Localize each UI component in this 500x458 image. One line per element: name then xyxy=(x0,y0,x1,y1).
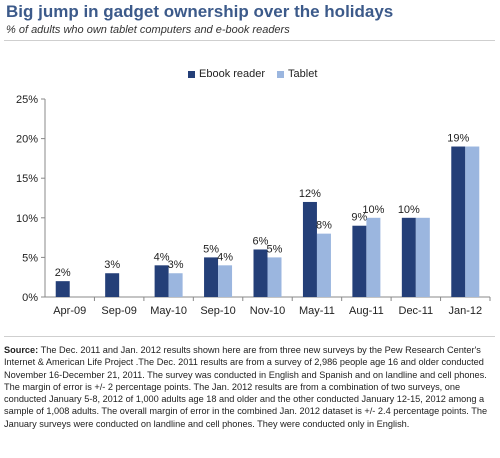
legend-swatch-tablet xyxy=(277,70,285,78)
data-label: 5% xyxy=(203,243,219,255)
bar-ebook xyxy=(451,146,466,297)
x-tick-label: Sep-10 xyxy=(200,305,235,317)
bar-chart: 0% 5% 10% 15% 20% 25% Apr-09 2% Sep-09 3% May-10 4%… xyxy=(16,94,491,317)
data-label: 9% xyxy=(351,212,367,224)
data-label: 12% xyxy=(299,188,321,200)
data-label: 19% xyxy=(447,133,469,145)
data-label: 5% xyxy=(267,243,283,255)
data-label: 4% xyxy=(154,251,170,263)
legend-label-ebook: Ebook reader xyxy=(199,68,266,80)
x-tick-label: Apr-09 xyxy=(53,305,86,317)
data-label: 8% xyxy=(316,220,332,232)
x-tick-label: Jan-12 xyxy=(448,305,482,317)
data-label: 10% xyxy=(398,204,420,216)
x-tick-label: Aug-11 xyxy=(349,305,384,317)
bar-tablet xyxy=(316,233,331,297)
x-tick-label: Dec-11 xyxy=(399,305,434,317)
x-tick-label: May-10 xyxy=(150,305,187,317)
x-tick-label: Sep-09 xyxy=(101,305,136,317)
bar-tablet xyxy=(465,146,480,297)
bar-ebook xyxy=(352,225,367,297)
bar-ebook xyxy=(302,201,317,297)
bar-ebook xyxy=(105,273,120,297)
data-label: 3% xyxy=(104,259,120,271)
bar-ebook xyxy=(154,265,169,297)
y-tick-label: 10% xyxy=(16,213,38,225)
bar-tablet xyxy=(415,217,430,297)
x-tick-label: May-11 xyxy=(299,305,335,317)
y-tick-label: 0% xyxy=(22,292,38,304)
legend-swatch-ebook xyxy=(188,70,195,78)
data-label: 10% xyxy=(362,204,384,216)
chart-subtitle: % of adults who own tablet computers and… xyxy=(6,24,290,36)
bar-ebook xyxy=(204,257,219,297)
source-text: The Dec. 2011 and Jan. 2012 results show… xyxy=(4,345,488,429)
legend-item-ebook: Ebook reader xyxy=(188,68,265,80)
source-label: Source: xyxy=(4,345,39,355)
y-tick-label: 5% xyxy=(22,252,38,264)
source-note: Source: The Dec. 2011 and Jan. 2012 resu… xyxy=(4,344,496,430)
chart-frame xyxy=(4,40,495,337)
y-tick-label: 15% xyxy=(16,173,38,185)
data-label: 4% xyxy=(217,251,233,263)
x-tick-label: Nov-10 xyxy=(250,305,285,317)
y-tick-label: 20% xyxy=(16,134,38,146)
chart-title: Big jump in gadget ownership over the ho… xyxy=(6,2,394,21)
chart-legend: Ebook reader Tablet xyxy=(188,67,329,81)
data-label: 6% xyxy=(253,235,269,247)
bar-tablet xyxy=(218,265,233,297)
data-label: 2% xyxy=(55,267,71,279)
bar-tablet xyxy=(168,273,183,297)
bar-ebook xyxy=(401,217,416,297)
y-tick-label: 25% xyxy=(16,94,38,106)
bar-tablet xyxy=(366,217,381,297)
bar-ebook xyxy=(55,281,70,297)
data-label: 3% xyxy=(168,259,184,271)
legend-label-tablet: Tablet xyxy=(288,68,318,80)
bar-tablet xyxy=(267,257,282,297)
legend-item-tablet: Tablet xyxy=(277,68,317,80)
bar-ebook xyxy=(253,249,268,297)
